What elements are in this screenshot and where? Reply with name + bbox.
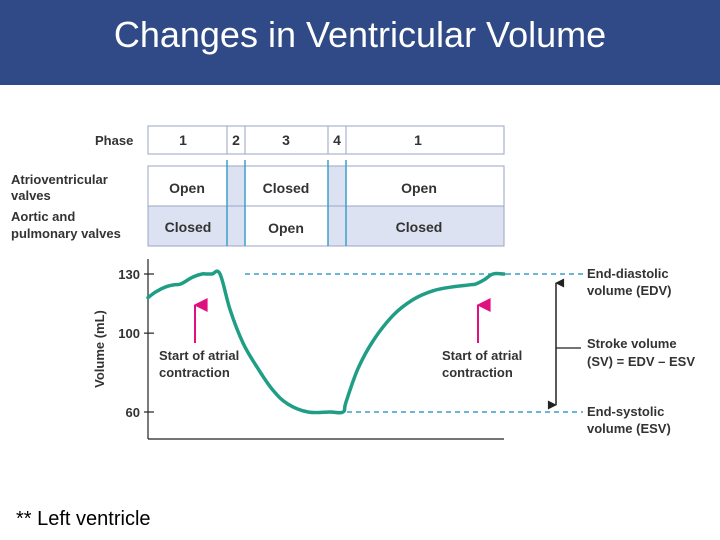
title-bar: Changes in Ventricular Volume — [0, 0, 720, 85]
atrial-contraction-label-line1: Start of atrial — [442, 348, 522, 363]
edv-label-line1: End-diastolic — [587, 266, 669, 281]
aortic-valves-label-line1: Aortic and — [11, 209, 75, 224]
aortic-state-2: Open — [268, 220, 304, 236]
y-tick-label: 60 — [126, 405, 140, 420]
y-axis-label: Volume (mL) — [92, 310, 107, 388]
phase-1-cell: 1 — [179, 132, 187, 148]
atrial-contraction-label-line2: contraction — [442, 365, 513, 380]
av-state-2: Closed — [263, 180, 310, 196]
phase-table: Phase Atrioventricular valves Aortic and… — [11, 125, 505, 247]
atrial-contraction-label-line2: contraction — [159, 365, 230, 380]
y-tick-label: 100 — [118, 326, 140, 341]
y-tick-label: 130 — [118, 267, 140, 282]
aortic-state-1: Closed — [165, 219, 212, 235]
av-state-1: Open — [169, 180, 205, 196]
phase-3-cell: 3 — [282, 132, 290, 148]
edv-label-line2: volume (EDV) — [587, 283, 672, 298]
aortic-state-3: Closed — [396, 219, 443, 235]
stroke-volume-label-line1: Stroke volume — [587, 336, 677, 351]
esv-label-line1: End-systolic — [587, 404, 664, 419]
phase-4-cell: 4 — [333, 132, 341, 148]
av-valves-label-line2: valves — [11, 188, 51, 203]
ventricular-volume-figure: Phase Atrioventricular valves Aortic and… — [11, 125, 695, 440]
av-valves-label-line1: Atrioventricular — [11, 172, 108, 187]
phase-2-cell: 2 — [232, 132, 240, 148]
aortic-valves-label-line2: pulmonary valves — [11, 226, 121, 241]
atrial-contraction-label-line1: Start of atrial — [159, 348, 239, 363]
stroke-volume-label-line2: (SV) = EDV – ESV — [587, 354, 695, 369]
footnote: ** Left ventricle — [16, 508, 151, 530]
volume-chart: Volume (mL) 60 100 130 End-diastolic volume… — [92, 259, 695, 440]
phase-1b-cell: 1 — [414, 132, 422, 148]
esv-label-line2: volume (ESV) — [587, 421, 671, 436]
slide-title: Changes in Ventricular Volume — [113, 13, 607, 55]
av-state-3: Open — [401, 180, 437, 196]
phase-label: Phase — [95, 133, 133, 148]
volume-curve — [146, 269, 506, 415]
